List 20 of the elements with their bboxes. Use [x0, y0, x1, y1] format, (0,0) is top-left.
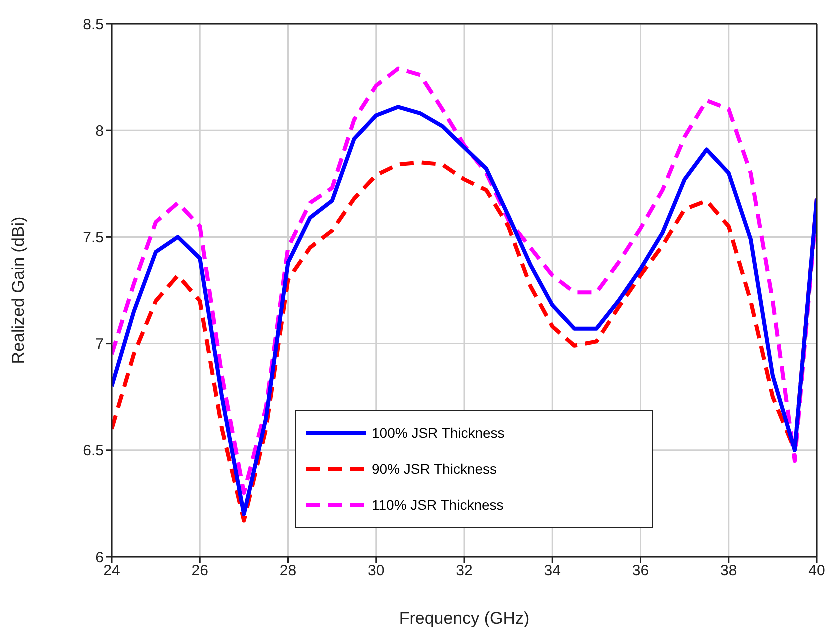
- y-tick-label: 8: [96, 122, 104, 140]
- x-axis-title: Frequency (GHz): [399, 609, 530, 628]
- legend-label: 100% JSR Thickness: [372, 425, 505, 441]
- x-tick-label: 26: [192, 562, 208, 580]
- y-tick-label: 8.5: [83, 16, 104, 34]
- y-tick-label: 7: [96, 336, 104, 354]
- legend-label: 90% JSR Thickness: [372, 461, 498, 477]
- x-tick-label: 28: [280, 562, 297, 580]
- y-axis-title: Realized Gain (dBi): [9, 216, 28, 364]
- x-tick-label: 36: [632, 562, 650, 580]
- x-tick-label: 38: [720, 562, 738, 580]
- y-tick-label: 6.5: [83, 442, 104, 460]
- legend-label: 110% JSR Thickness: [372, 497, 504, 513]
- y-tick-label: 7.5: [83, 230, 104, 247]
- x-tick-label: 30: [368, 562, 385, 580]
- x-tick-label: 34: [544, 562, 561, 580]
- x-tick-label: 40: [808, 562, 826, 580]
- y-tick-label: 6: [96, 549, 104, 566]
- x-tick-label: 32: [456, 562, 473, 580]
- x-tick-label: 24: [104, 562, 120, 580]
